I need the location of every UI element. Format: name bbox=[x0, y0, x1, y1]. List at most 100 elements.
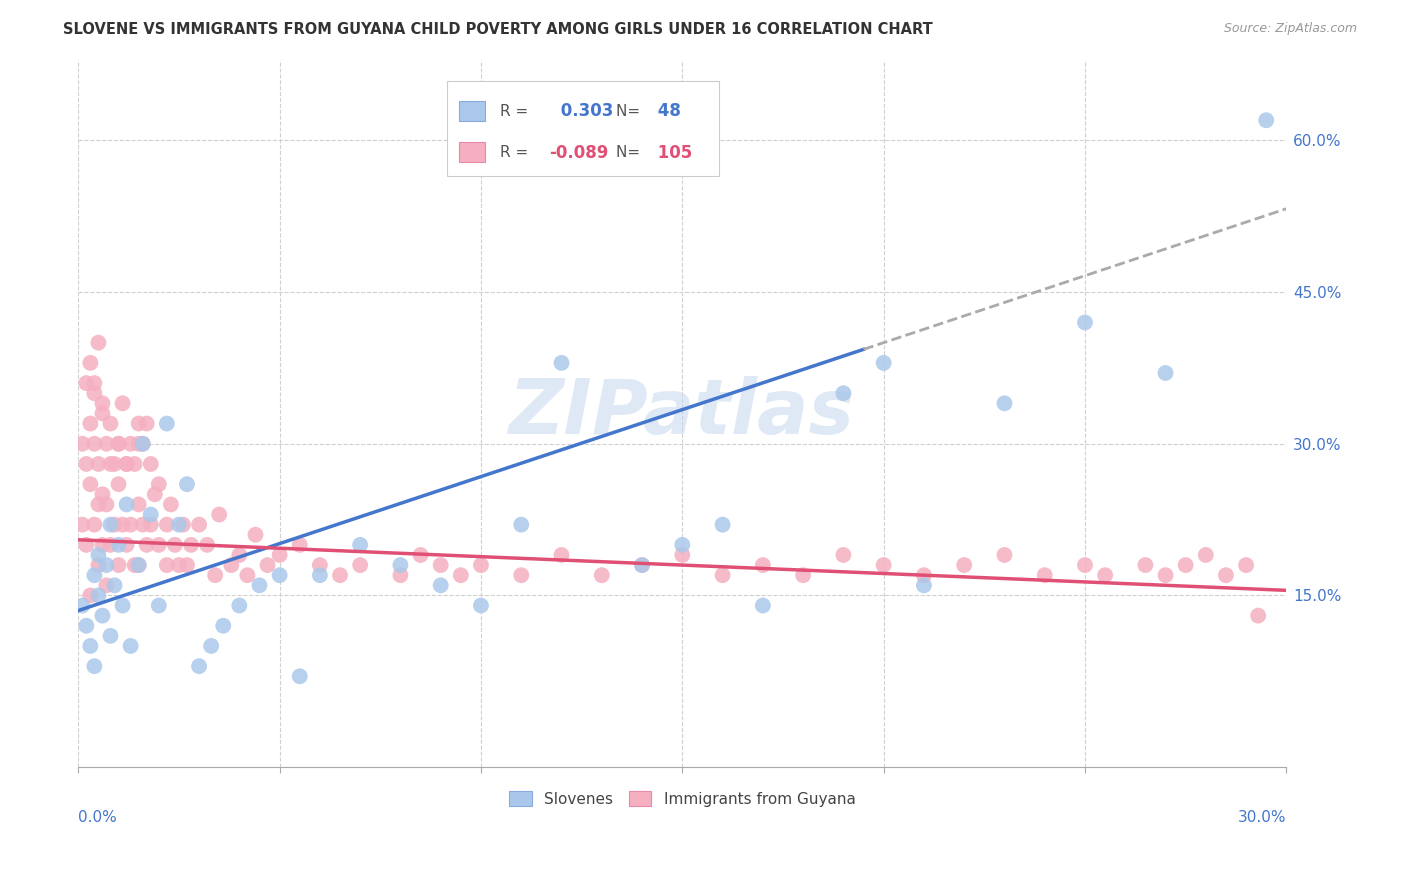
Text: 105: 105 bbox=[652, 144, 692, 161]
Point bbox=[91, 538, 114, 552]
Point bbox=[111, 396, 134, 410]
Point bbox=[309, 568, 332, 582]
Point bbox=[212, 618, 235, 632]
Point bbox=[100, 417, 122, 431]
Point bbox=[79, 588, 101, 602]
Point bbox=[176, 558, 198, 572]
Point bbox=[288, 538, 311, 552]
Point bbox=[309, 558, 332, 572]
Point bbox=[156, 417, 179, 431]
Point bbox=[124, 457, 146, 471]
Point bbox=[115, 497, 138, 511]
Point bbox=[75, 618, 97, 632]
Point bbox=[792, 568, 814, 582]
Point bbox=[269, 548, 291, 562]
Point bbox=[96, 558, 118, 572]
Point bbox=[429, 578, 451, 592]
Point bbox=[135, 417, 157, 431]
Point bbox=[128, 558, 150, 572]
Point bbox=[832, 386, 855, 401]
Point bbox=[75, 457, 97, 471]
Point bbox=[103, 578, 125, 592]
Point bbox=[1174, 558, 1197, 572]
Point bbox=[79, 356, 101, 370]
Point bbox=[139, 508, 162, 522]
Point bbox=[832, 548, 855, 562]
Point bbox=[107, 558, 129, 572]
Point bbox=[167, 517, 190, 532]
Point bbox=[711, 568, 734, 582]
Point bbox=[128, 558, 150, 572]
Point bbox=[91, 487, 114, 501]
Point bbox=[72, 599, 94, 613]
Point bbox=[912, 578, 935, 592]
Point bbox=[128, 497, 150, 511]
Point bbox=[79, 477, 101, 491]
Point bbox=[470, 558, 492, 572]
Point bbox=[256, 558, 278, 572]
Point bbox=[91, 406, 114, 420]
Point bbox=[87, 457, 110, 471]
Point bbox=[671, 538, 693, 552]
Point bbox=[409, 548, 432, 562]
Point bbox=[228, 599, 250, 613]
Point bbox=[87, 497, 110, 511]
Point bbox=[752, 599, 775, 613]
Point bbox=[139, 457, 162, 471]
Point bbox=[131, 436, 153, 450]
Legend: Slovenes, Immigrants from Guyana: Slovenes, Immigrants from Guyana bbox=[503, 784, 862, 813]
Point bbox=[1074, 558, 1097, 572]
Point bbox=[79, 639, 101, 653]
Point bbox=[120, 639, 142, 653]
Point bbox=[96, 436, 118, 450]
Point bbox=[87, 558, 110, 572]
Point bbox=[711, 517, 734, 532]
Point bbox=[163, 538, 186, 552]
Point bbox=[236, 568, 259, 582]
Point bbox=[631, 558, 654, 572]
Point bbox=[96, 578, 118, 592]
Point bbox=[953, 558, 976, 572]
Point bbox=[156, 558, 179, 572]
Point bbox=[139, 517, 162, 532]
Point bbox=[249, 578, 271, 592]
Point bbox=[510, 568, 533, 582]
Point bbox=[107, 477, 129, 491]
Point bbox=[115, 457, 138, 471]
Point bbox=[1154, 366, 1177, 380]
Text: SLOVENE VS IMMIGRANTS FROM GUYANA CHILD POVERTY AMONG GIRLS UNDER 16 CORRELATION: SLOVENE VS IMMIGRANTS FROM GUYANA CHILD … bbox=[63, 22, 934, 37]
Point bbox=[107, 538, 129, 552]
Text: ZIPatlas: ZIPatlas bbox=[509, 376, 855, 450]
Point bbox=[83, 376, 105, 390]
Point bbox=[389, 568, 412, 582]
Point bbox=[87, 588, 110, 602]
Point bbox=[671, 548, 693, 562]
Point bbox=[188, 517, 211, 532]
Point bbox=[124, 558, 146, 572]
Point bbox=[195, 538, 218, 552]
Text: 0.303: 0.303 bbox=[555, 103, 614, 120]
Point bbox=[75, 538, 97, 552]
Point bbox=[103, 457, 125, 471]
Point bbox=[288, 669, 311, 683]
Point bbox=[156, 517, 179, 532]
Point bbox=[87, 335, 110, 350]
Point bbox=[1135, 558, 1157, 572]
Point bbox=[91, 608, 114, 623]
Text: -0.089: -0.089 bbox=[550, 144, 609, 161]
Point bbox=[550, 356, 572, 370]
Point bbox=[167, 558, 190, 572]
Point bbox=[1247, 608, 1270, 623]
Point bbox=[128, 417, 150, 431]
Point bbox=[550, 548, 572, 562]
Point bbox=[83, 386, 105, 401]
Text: 48: 48 bbox=[652, 103, 681, 120]
Point bbox=[470, 599, 492, 613]
Point bbox=[208, 508, 231, 522]
Point bbox=[148, 477, 170, 491]
Point bbox=[100, 457, 122, 471]
Point bbox=[83, 659, 105, 673]
Point bbox=[111, 599, 134, 613]
Point bbox=[329, 568, 352, 582]
Point bbox=[120, 436, 142, 450]
